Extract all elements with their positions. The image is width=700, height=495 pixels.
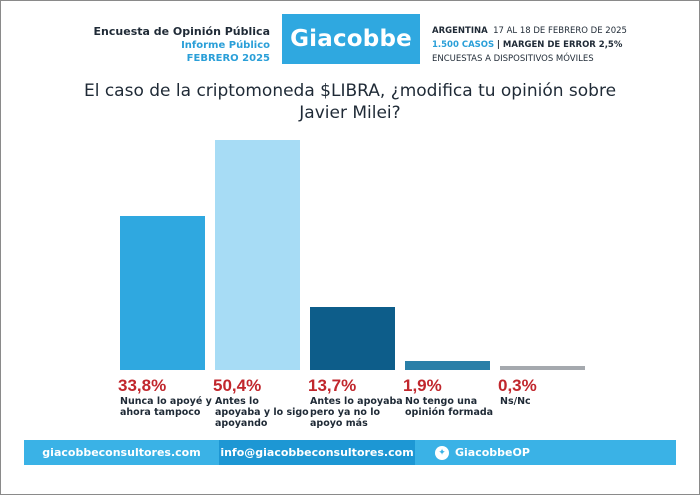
- bar-value-label: 13,7%: [308, 376, 357, 395]
- report-date: FEBRERO 2025: [186, 53, 270, 64]
- category-label: No tengo una opinión formada: [405, 396, 493, 418]
- field-dates: 17 AL 18 DE FEBRERO DE 2025: [493, 26, 627, 36]
- email-link[interactable]: info@giacobbeconsultores.com: [219, 440, 415, 465]
- category-label-line: Antes lo: [215, 396, 259, 407]
- question-line-1: El caso de la criptomoneda $LIBRA, ¿modi…: [83, 81, 617, 101]
- country-label: ARGENTINA: [432, 26, 488, 36]
- twitter-bird-icon: ✦: [435, 445, 449, 460]
- category-label: Ns/Nc: [500, 396, 531, 407]
- category-label: Antes lo apoyaba pero ya no lo apoyo más: [310, 396, 403, 429]
- survey-title: Encuesta de Opinión Pública: [93, 25, 270, 38]
- header-right: ARGENTINA 17 AL 18 DE FEBRERO DE 2025 1.…: [432, 24, 627, 66]
- category-label-line: ahora tampoco: [120, 407, 201, 418]
- category-label-line: Nunca lo apoyé y: [120, 396, 212, 407]
- cases-count: 1.500 CASOS: [432, 40, 495, 50]
- category-label-line: Antes lo apoyaba: [310, 396, 403, 407]
- category-label-line: Ns/Nc: [500, 396, 531, 407]
- report-subtitle: Informe Público: [181, 40, 270, 51]
- category-label-line: pero ya no lo: [310, 407, 381, 418]
- question-line-2: Javier Milei?: [299, 103, 401, 123]
- category-label-line: apoyaba y lo sigo: [215, 407, 309, 418]
- bar-3: [310, 307, 395, 370]
- bar-4: [405, 361, 490, 370]
- brand-logo: Giacobbe: [282, 14, 420, 64]
- bar-value-label: 33,8%: [118, 376, 167, 395]
- bar-value-label: 50,4%: [213, 376, 262, 395]
- bar-value-label: 1,9%: [403, 376, 442, 395]
- category-label-line: apoyo más: [310, 418, 368, 429]
- chart-question: El caso de la criptomoneda $LIBRA, ¿modi…: [60, 80, 640, 124]
- category-label: Nunca lo apoyé y ahora tampoco: [120, 396, 212, 418]
- bar-2: [215, 140, 300, 370]
- website-link[interactable]: giacobbeconsultores.com: [42, 446, 201, 459]
- category-label-line: No tengo una: [405, 396, 478, 407]
- twitter-handle: GiacobbeOP: [455, 446, 530, 459]
- bar-5: [500, 366, 585, 370]
- header-left: Encuesta de Opinión Pública Informe Públ…: [94, 25, 270, 65]
- bar-value-label: 0,3%: [498, 376, 537, 395]
- category-label: Antes lo apoyaba y lo sigo apoyando: [215, 396, 309, 429]
- bar-1: [120, 216, 205, 370]
- survey-method: ENCUESTAS A DISPOSITIVOS MÓVILES: [432, 54, 594, 64]
- category-label-line: apoyando: [215, 418, 268, 429]
- category-label-line: opinión formada: [405, 407, 494, 418]
- footer-bar: giacobbeconsultores.com info@giacobbecon…: [24, 440, 676, 465]
- twitter-link[interactable]: ✦ GiacobbeOP: [415, 440, 676, 465]
- error-margin: | MARGEN DE ERROR 2,5%: [496, 40, 623, 50]
